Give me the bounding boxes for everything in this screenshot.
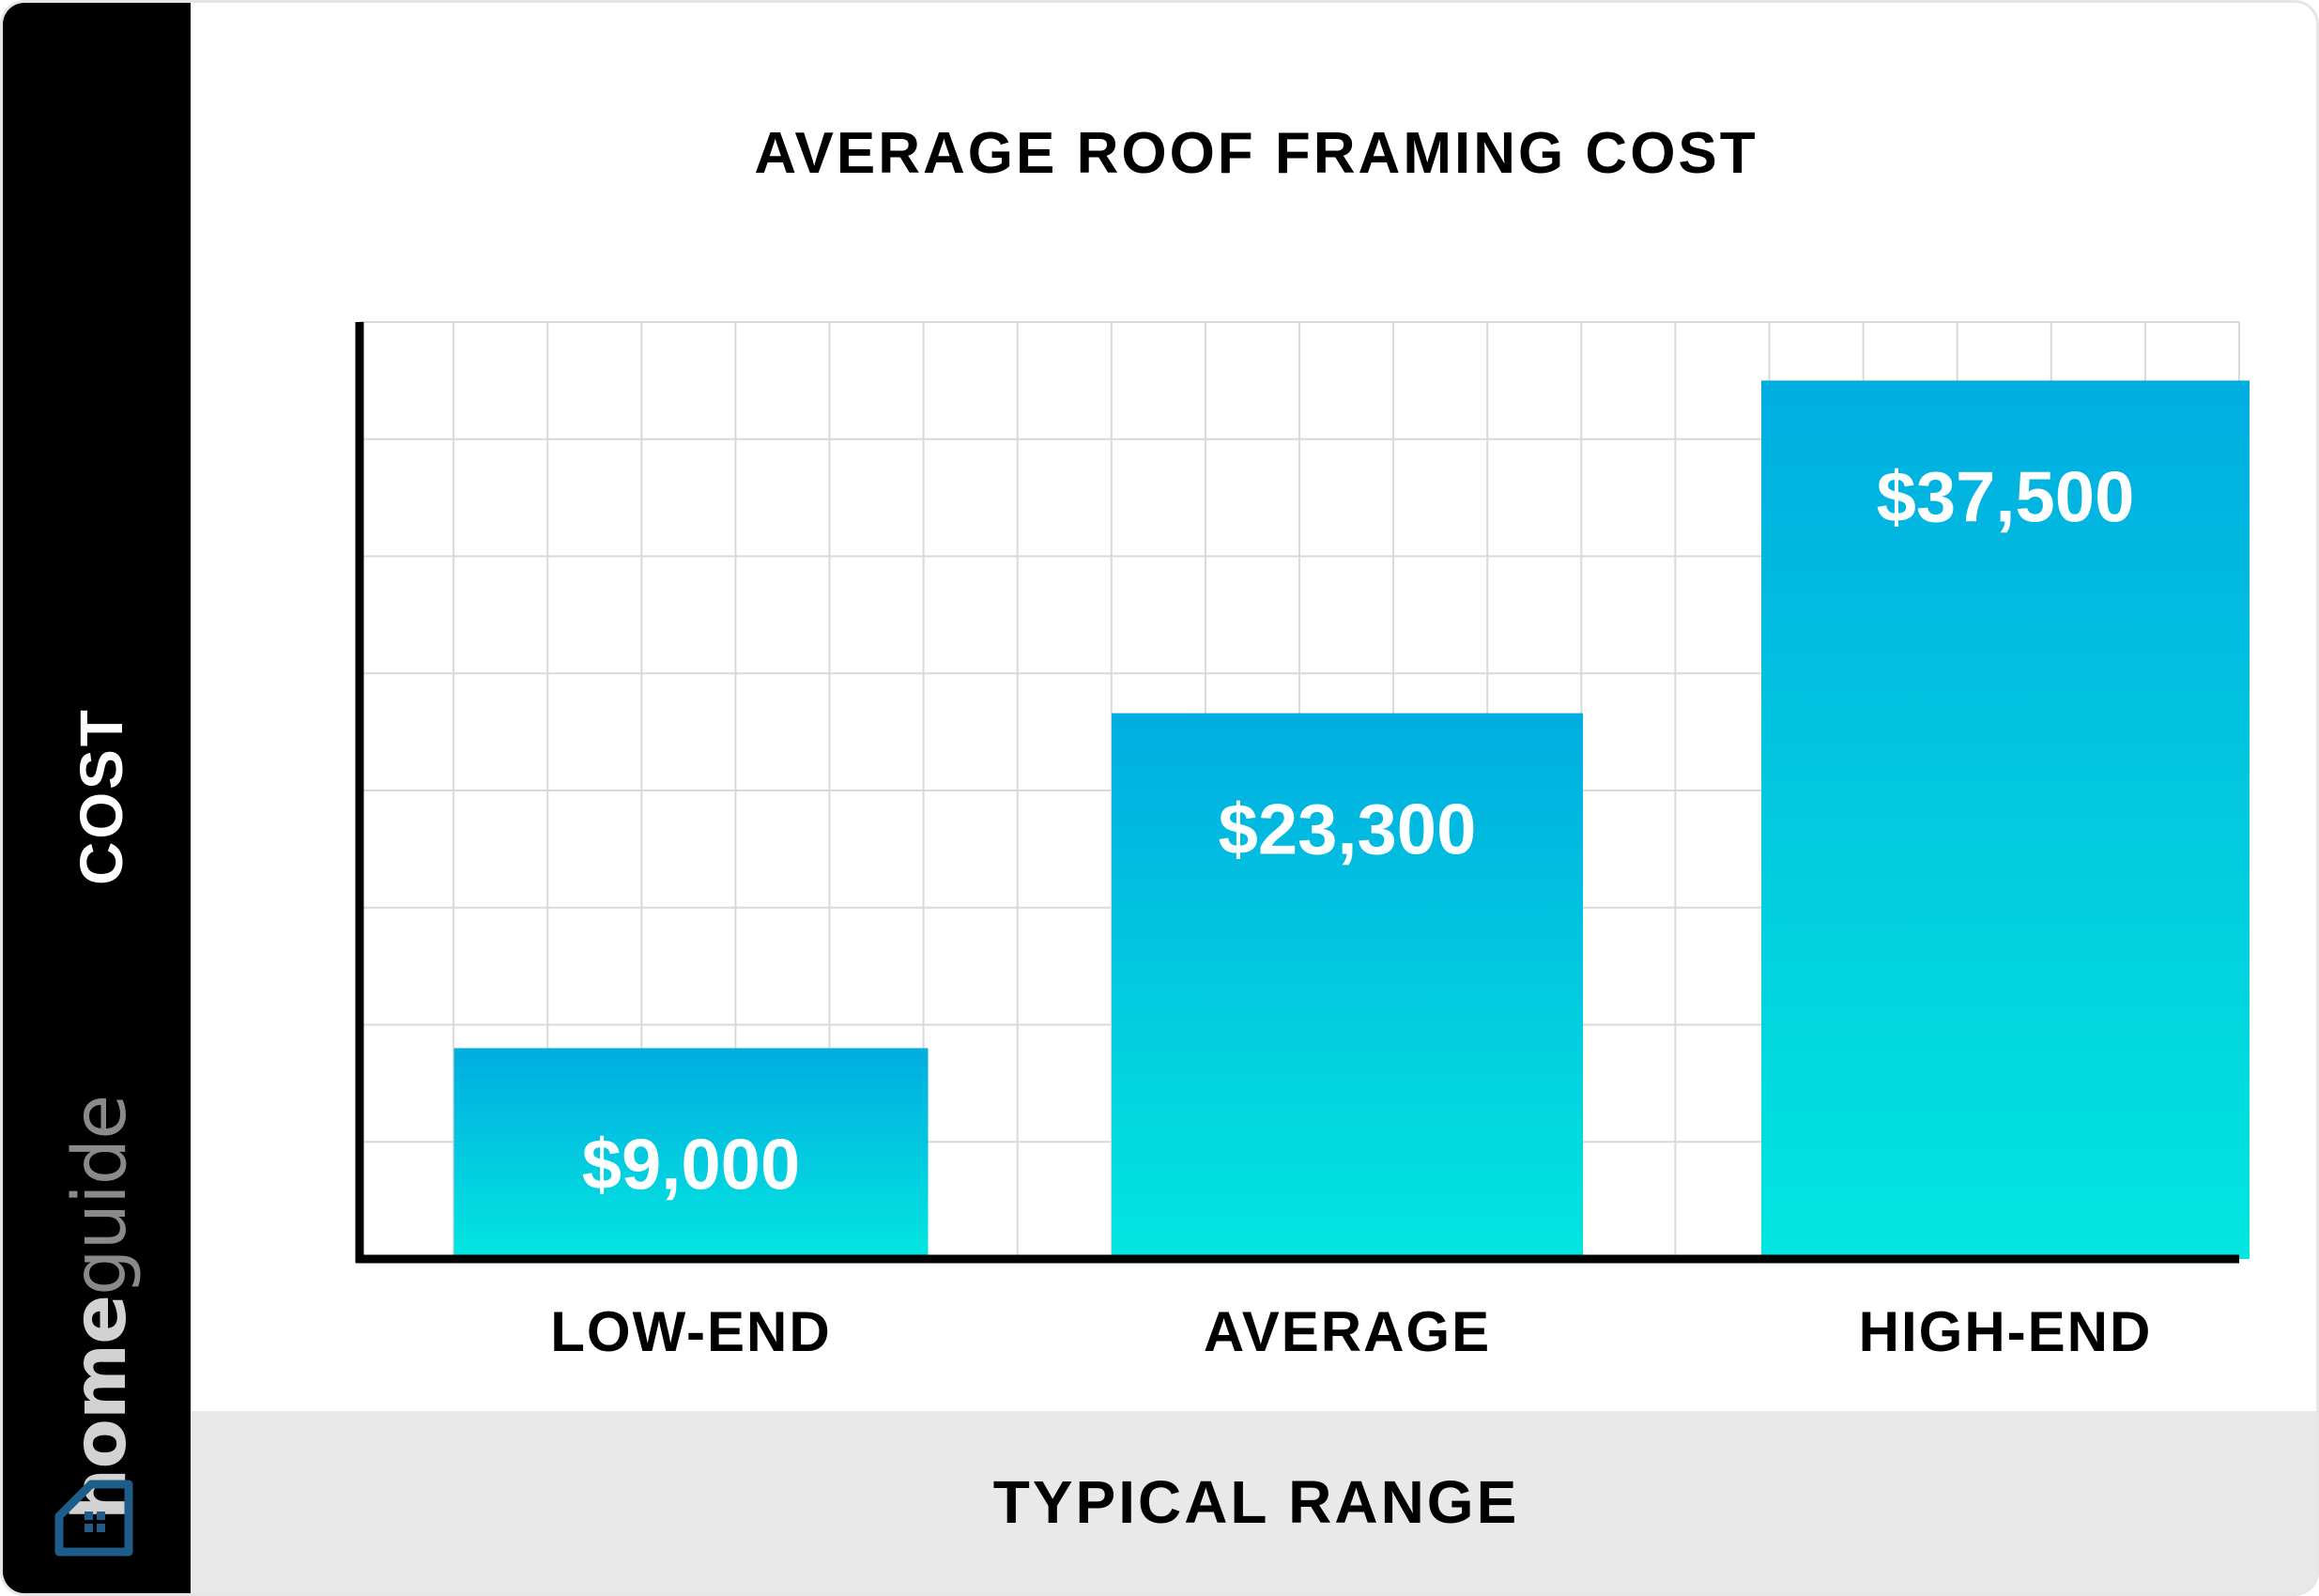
bars	[453, 380, 2250, 1259]
category-tick-label: HIGH-END	[1859, 1300, 2153, 1363]
bar-average	[1112, 713, 1583, 1259]
labels: $9,000 LOW-END $23,300 AVERAGE $37,500 HIGH-E…	[550, 457, 2153, 1363]
bar-low-end	[453, 1048, 929, 1259]
house-logo-icon	[54, 1480, 133, 1557]
y-axis-panel: COST homeguide	[3, 3, 191, 1593]
category-tick-label: AVERAGE	[1204, 1300, 1491, 1363]
bar-chart: $9,000 LOW-END $23,300 AVERAGE $37,500 HIGH-E…	[355, 321, 2250, 1363]
bar-value-label: $9,000	[582, 1125, 800, 1205]
x-axis-title: TYPICAL RANGE	[992, 1468, 1520, 1536]
bar-value-label: $37,500	[1877, 457, 2135, 537]
category-tick-label: LOW-END	[550, 1300, 831, 1363]
bar-high-end	[1761, 380, 2250, 1259]
bar-value-label: $23,300	[1219, 790, 1477, 870]
x-axis-panel: TYPICAL RANGE	[191, 1411, 2316, 1593]
chart-title: AVERAGE ROOF FRAMING COST	[754, 121, 1758, 186]
axes	[355, 322, 2239, 1264]
